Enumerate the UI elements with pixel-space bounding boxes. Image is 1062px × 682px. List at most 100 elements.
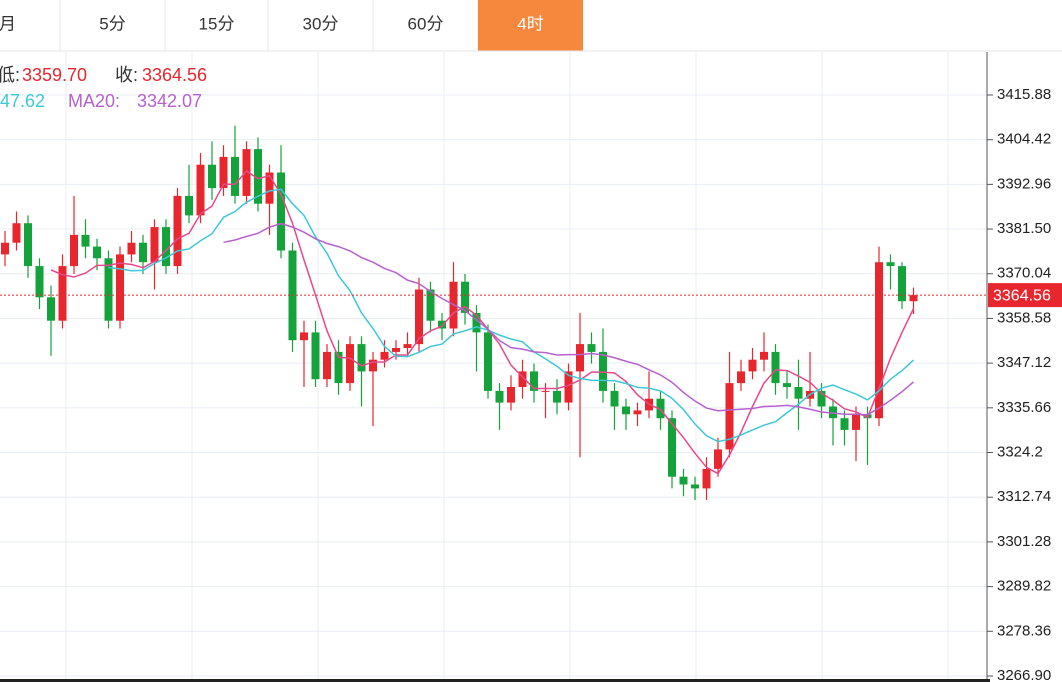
candle-body — [840, 418, 849, 430]
legend-value: 47.62 — [0, 91, 45, 111]
y-tick-label: 3289.82 — [997, 578, 1051, 595]
candle-body — [725, 383, 734, 450]
legend-value: 3342.07 — [137, 91, 202, 111]
candle-body — [748, 359, 757, 372]
candle-body — [93, 246, 101, 259]
candle-body — [472, 312, 481, 333]
candle-body — [380, 351, 389, 360]
y-tick-label: 3347.12 — [997, 354, 1051, 371]
candle-body — [587, 344, 596, 352]
legend-label: MA20: — [68, 91, 120, 111]
candle-body — [265, 172, 274, 204]
candle-body — [783, 383, 791, 388]
legend: 低: 3359.70 收: 3364.56 47.62 MA20: 3342.0… — [0, 65, 207, 111]
candle-body — [829, 406, 837, 419]
candle-body — [196, 164, 205, 216]
tab-bar: 月 5分 15分 30分 60分 4时 — [0, 0, 583, 51]
candle-body — [277, 172, 285, 251]
candle-body — [415, 289, 423, 345]
candle-body — [817, 390, 826, 407]
candle-body — [162, 227, 170, 267]
candle-body — [334, 351, 343, 384]
y-tick-label: 3358.58 — [997, 309, 1051, 326]
candle-body — [530, 371, 538, 391]
candle-body — [794, 387, 803, 399]
candle-body — [116, 254, 124, 321]
legend-label: 低: — [0, 65, 20, 85]
candle-body — [576, 344, 584, 372]
legend-label: 收: — [115, 65, 138, 85]
candle-body — [231, 156, 239, 196]
candle-body — [127, 242, 136, 255]
candle-body — [426, 289, 435, 321]
y-tick-label: 3312.74 — [997, 488, 1051, 505]
candle-body — [898, 266, 906, 302]
candle-body — [392, 348, 400, 352]
y-tick-label: 3392.96 — [997, 175, 1051, 192]
y-tick-label: 3324.2 — [997, 443, 1043, 460]
tab[interactable]: 15分 — [199, 14, 235, 33]
candle-body — [633, 410, 642, 415]
candle-body — [564, 371, 573, 403]
tab[interactable]: 60分 — [408, 14, 444, 33]
candle-body — [852, 414, 860, 430]
last-price-box — [988, 283, 1062, 308]
candle-body — [242, 149, 251, 196]
candle-body — [139, 242, 147, 263]
candle-body — [909, 295, 918, 302]
tab-active-bg — [478, 0, 583, 51]
ma-line — [50, 169, 915, 475]
y-tick-label: 3278.36 — [997, 622, 1051, 639]
candle-body — [438, 320, 446, 329]
y-tick-label: 3266.90 — [997, 667, 1051, 682]
candle-body — [254, 149, 262, 204]
y-tick-label: 3415.88 — [997, 86, 1051, 103]
candle-body — [622, 406, 630, 415]
candle-body — [104, 258, 113, 321]
candle-body — [679, 476, 688, 485]
candle-body — [599, 351, 607, 391]
candle-body — [35, 266, 44, 298]
candle-body — [461, 281, 469, 313]
candle-body — [737, 371, 745, 384]
y-tick-label: 3404.42 — [997, 131, 1051, 148]
bottom-border — [0, 679, 990, 682]
candle-body — [714, 449, 722, 469]
candle-body — [173, 195, 182, 267]
tab[interactable]: 30分 — [303, 14, 339, 33]
candle-body — [668, 418, 676, 477]
y-tick-label: 3370.04 — [997, 265, 1051, 282]
legend-value: 3364.56 — [142, 65, 207, 85]
candle-body — [208, 164, 216, 189]
candle-body — [403, 344, 412, 349]
candle-body — [12, 223, 21, 243]
candle-body — [886, 262, 895, 267]
tab[interactable]: 月 — [0, 14, 16, 33]
candle-body — [300, 332, 308, 341]
ma-line — [108, 188, 915, 443]
candle-body — [656, 398, 665, 419]
candle-body — [553, 390, 561, 403]
y-tick-label: 3381.50 — [997, 220, 1051, 237]
ma-line — [223, 222, 914, 416]
candle-body — [771, 351, 780, 384]
y-tick-label: 3335.66 — [997, 399, 1051, 416]
candle-body — [185, 195, 193, 216]
candle-body — [150, 227, 159, 263]
candle-body — [691, 484, 699, 489]
legend-value: 3359.70 — [22, 65, 87, 85]
vertical-grid — [65, 52, 949, 680]
tab[interactable]: 4时 — [517, 14, 543, 33]
candle-body — [1, 242, 9, 255]
candle-body — [507, 387, 515, 403]
candle-body — [58, 266, 67, 321]
tab[interactable]: 5分 — [99, 14, 125, 33]
candle-body — [369, 359, 377, 372]
y-tick-label: 3301.28 — [997, 533, 1051, 550]
candle-body — [311, 332, 320, 380]
candle-body — [610, 390, 619, 407]
candle-body — [346, 344, 354, 384]
candle-body — [484, 332, 492, 391]
candle-body — [24, 223, 32, 267]
